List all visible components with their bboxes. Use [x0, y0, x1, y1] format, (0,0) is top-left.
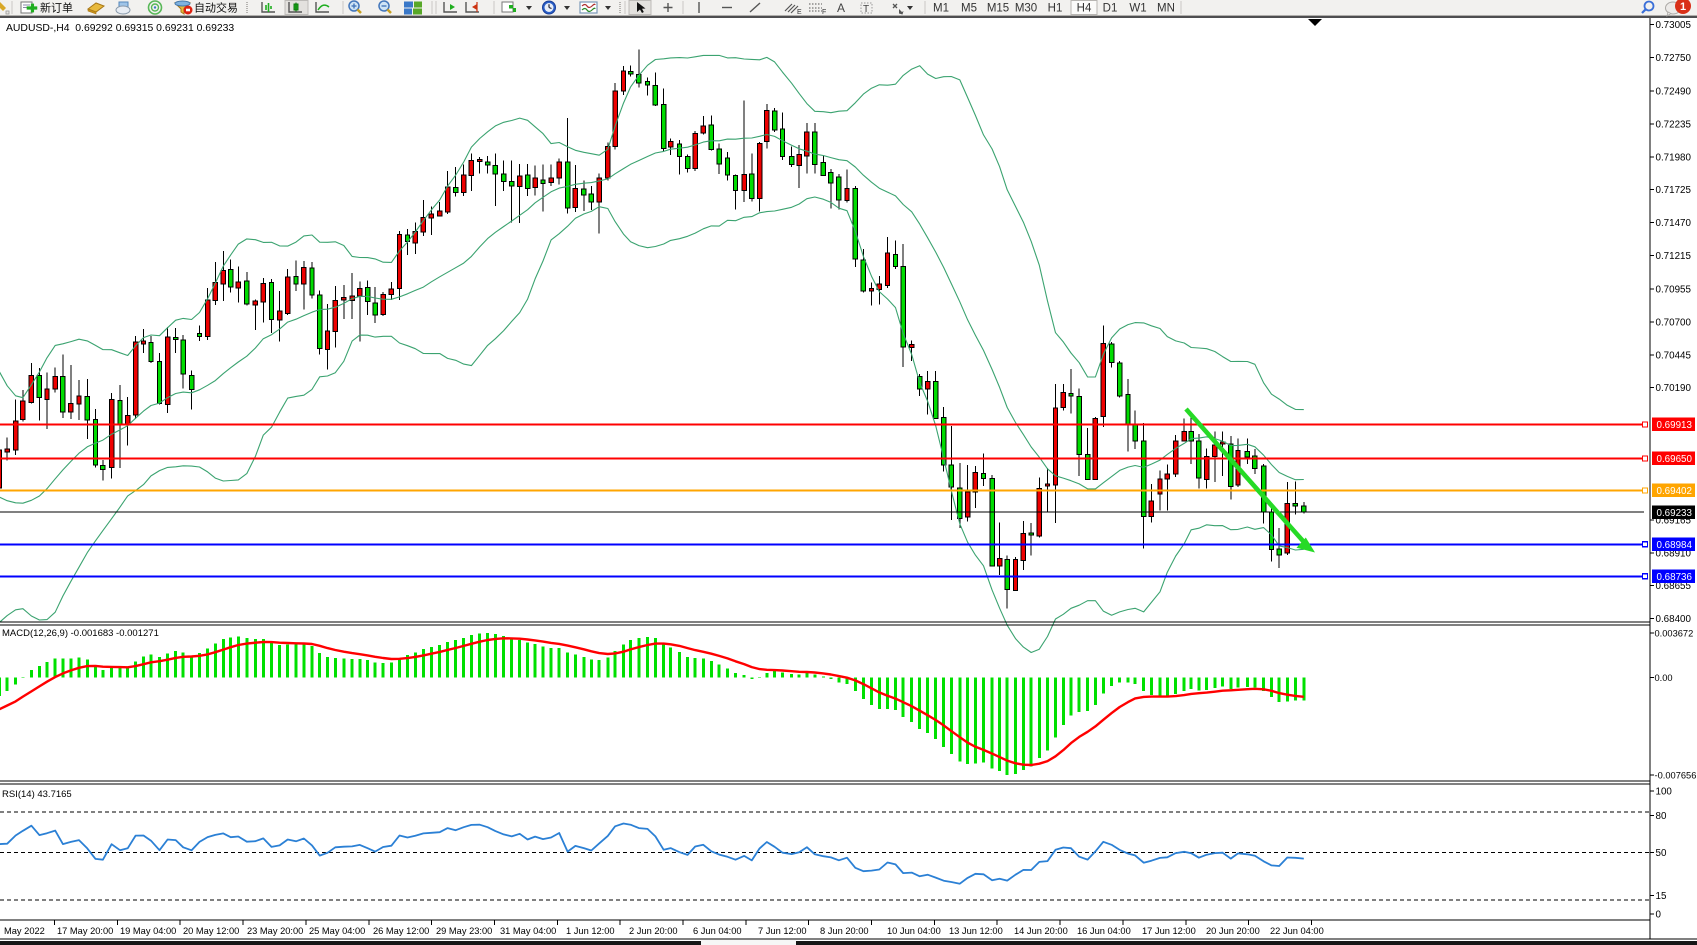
svg-text:0.71215: 0.71215	[1656, 251, 1692, 262]
svg-text:19 May 04:00: 19 May 04:00	[120, 926, 176, 936]
svg-text:A: A	[837, 1, 845, 15]
svg-text:-0.007656: -0.007656	[1655, 770, 1697, 780]
svg-text:0.003672: 0.003672	[1655, 629, 1694, 639]
svg-text:13 Jun 12:00: 13 Jun 12:00	[949, 926, 1003, 936]
svg-text:50: 50	[1656, 848, 1667, 859]
svg-text:0.70445: 0.70445	[1656, 350, 1692, 361]
svg-text:D1: D1	[1103, 3, 1118, 15]
svg-text:16 Jun 04:00: 16 Jun 04:00	[1077, 926, 1131, 936]
svg-text:0.71725: 0.71725	[1656, 185, 1692, 196]
svg-text:M1: M1	[933, 3, 949, 15]
svg-text:0.71470: 0.71470	[1656, 218, 1692, 229]
svg-text:1 Jun 12:00: 1 Jun 12:00	[566, 926, 615, 936]
svg-text:0.72750: 0.72750	[1656, 53, 1692, 64]
svg-text:0.69402: 0.69402	[1657, 486, 1692, 497]
svg-text:0.00: 0.00	[1655, 673, 1673, 683]
svg-text:0.68984: 0.68984	[1657, 540, 1693, 551]
svg-text:10 Jun 04:00: 10 Jun 04:00	[887, 926, 941, 936]
svg-text:MN: MN	[1157, 3, 1175, 15]
svg-text:0.69650: 0.69650	[1657, 454, 1693, 465]
svg-text:0.68910: 0.68910	[1656, 548, 1692, 559]
svg-text:0.72235: 0.72235	[1656, 119, 1692, 130]
svg-text:20 Jun 20:00: 20 Jun 20:00	[1206, 926, 1260, 936]
svg-text:6 Jun 04:00: 6 Jun 04:00	[693, 926, 742, 936]
svg-text:0: 0	[1656, 910, 1662, 921]
svg-text:F: F	[822, 9, 826, 16]
svg-text:1: 1	[1680, 1, 1686, 13]
svg-text:AUDUSD-,H4 0.69292 0.69315 0.: AUDUSD-,H4 0.69292 0.69315 0.69231 0.692…	[6, 23, 234, 34]
svg-text:H4: H4	[1077, 3, 1092, 15]
svg-text:自动交易: 自动交易	[194, 1, 238, 15]
svg-text:31 May 04:00: 31 May 04:00	[500, 926, 556, 936]
svg-text:17 May 20:00: 17 May 20:00	[57, 926, 113, 936]
svg-text:15: 15	[1656, 891, 1667, 902]
svg-text:MACD(12,26,9) -0.001683 -0.001: MACD(12,26,9) -0.001683 -0.001271	[2, 628, 159, 639]
svg-text:0.70700: 0.70700	[1656, 317, 1692, 328]
svg-text:14 Jun 20:00: 14 Jun 20:00	[1014, 926, 1068, 936]
svg-text:8 Jun 20:00: 8 Jun 20:00	[820, 926, 869, 936]
svg-text:M15: M15	[987, 3, 1009, 15]
svg-text:0.68400: 0.68400	[1656, 614, 1692, 625]
svg-text:25 May 04:00: 25 May 04:00	[309, 926, 365, 936]
svg-text:0.70955: 0.70955	[1656, 285, 1692, 296]
svg-text:E: E	[797, 9, 802, 16]
svg-text:H1: H1	[1048, 3, 1063, 15]
svg-text:M5: M5	[961, 3, 977, 15]
svg-text:29 May 23:00: 29 May 23:00	[436, 926, 492, 936]
svg-text:7 Jun 12:00: 7 Jun 12:00	[758, 926, 807, 936]
svg-text:新订单: 新订单	[40, 1, 73, 15]
svg-text:0.71980: 0.71980	[1656, 152, 1692, 163]
svg-text:0.69233: 0.69233	[1657, 508, 1693, 519]
svg-text:22 Jun 04:00: 22 Jun 04:00	[1270, 926, 1324, 936]
svg-text:W1: W1	[1129, 3, 1146, 15]
svg-text:0.70190: 0.70190	[1656, 383, 1692, 394]
svg-text:M30: M30	[1015, 3, 1037, 15]
svg-text:0.68655: 0.68655	[1656, 581, 1692, 592]
svg-text:100: 100	[1656, 787, 1673, 798]
svg-text:17 Jun 12:00: 17 Jun 12:00	[1142, 926, 1196, 936]
svg-text:0.69913: 0.69913	[1657, 420, 1693, 431]
svg-text:23 May 20:00: 23 May 20:00	[247, 926, 303, 936]
svg-text:20 May 12:00: 20 May 12:00	[183, 926, 239, 936]
svg-text:0.68736: 0.68736	[1657, 572, 1693, 583]
svg-text:May 2022: May 2022	[4, 926, 45, 936]
svg-text:80: 80	[1656, 811, 1667, 822]
svg-text:26 May 12:00: 26 May 12:00	[373, 926, 429, 936]
svg-text:0.73005: 0.73005	[1656, 20, 1692, 31]
svg-text:RSI(14) 43.7165: RSI(14) 43.7165	[2, 789, 72, 800]
svg-text:T: T	[863, 4, 869, 15]
svg-text:0.72490: 0.72490	[1656, 87, 1692, 98]
svg-text:2 Jun 20:00: 2 Jun 20:00	[629, 926, 678, 936]
svg-text:0.69165: 0.69165	[1656, 516, 1692, 527]
